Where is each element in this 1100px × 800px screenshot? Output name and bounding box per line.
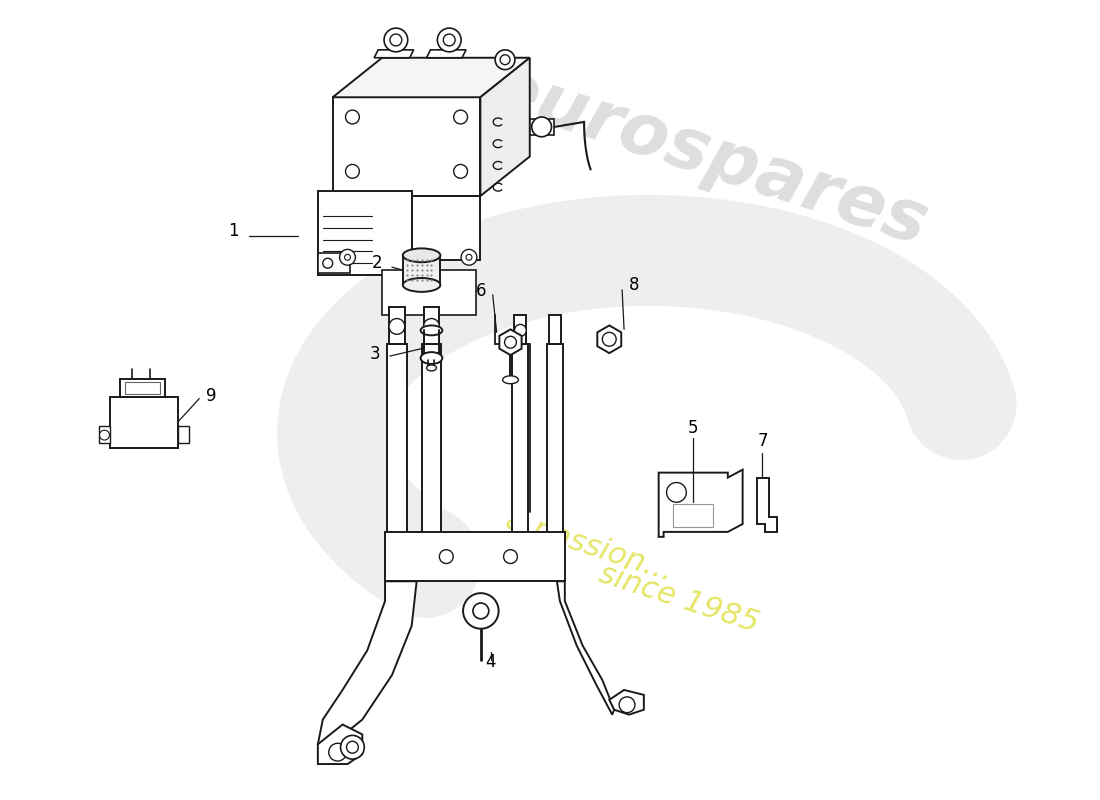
Circle shape: [100, 430, 109, 440]
Circle shape: [531, 117, 551, 137]
Text: 4: 4: [485, 654, 496, 671]
Circle shape: [329, 743, 346, 761]
Ellipse shape: [427, 365, 437, 371]
Polygon shape: [318, 725, 362, 764]
Circle shape: [495, 50, 515, 70]
Polygon shape: [609, 690, 644, 714]
Circle shape: [473, 603, 488, 619]
Text: eurospares: eurospares: [481, 54, 936, 261]
Polygon shape: [177, 426, 189, 443]
Text: 7: 7: [757, 432, 768, 450]
Circle shape: [341, 735, 364, 759]
Polygon shape: [385, 532, 564, 582]
Circle shape: [346, 742, 359, 753]
Circle shape: [463, 593, 498, 629]
Text: a passion...: a passion...: [503, 506, 676, 587]
Circle shape: [438, 28, 461, 52]
Circle shape: [322, 258, 332, 268]
Polygon shape: [318, 254, 351, 273]
Polygon shape: [424, 306, 439, 344]
Polygon shape: [318, 191, 411, 275]
Polygon shape: [318, 582, 417, 750]
Circle shape: [619, 697, 635, 713]
Text: 1: 1: [229, 222, 239, 240]
Polygon shape: [387, 344, 407, 562]
Circle shape: [345, 165, 360, 178]
Polygon shape: [125, 382, 160, 394]
Circle shape: [453, 165, 468, 178]
Circle shape: [390, 34, 402, 46]
Text: 3: 3: [370, 345, 381, 363]
Circle shape: [453, 110, 468, 124]
Ellipse shape: [403, 248, 440, 262]
Circle shape: [443, 34, 455, 46]
Circle shape: [500, 54, 510, 65]
Ellipse shape: [503, 376, 518, 384]
Polygon shape: [547, 344, 563, 571]
Polygon shape: [530, 119, 554, 134]
Circle shape: [504, 550, 517, 563]
Ellipse shape: [420, 352, 442, 364]
Polygon shape: [659, 470, 742, 537]
Text: 8: 8: [629, 276, 639, 294]
Polygon shape: [515, 314, 526, 344]
Circle shape: [667, 482, 686, 502]
Circle shape: [345, 110, 360, 124]
Polygon shape: [421, 344, 441, 562]
Polygon shape: [427, 50, 466, 58]
Circle shape: [466, 254, 472, 260]
Polygon shape: [389, 306, 405, 344]
Polygon shape: [758, 478, 778, 532]
Polygon shape: [597, 326, 622, 353]
Text: 2: 2: [372, 254, 383, 272]
Circle shape: [340, 250, 355, 265]
Polygon shape: [513, 344, 528, 571]
Polygon shape: [382, 270, 476, 314]
Text: 9: 9: [206, 386, 217, 405]
Text: since 1985: since 1985: [595, 560, 762, 638]
Text: 6: 6: [475, 282, 486, 300]
Polygon shape: [332, 58, 530, 98]
Text: 5: 5: [688, 419, 698, 437]
Circle shape: [384, 28, 408, 52]
Circle shape: [344, 254, 351, 260]
Circle shape: [515, 325, 526, 336]
Bar: [403, 255, 440, 285]
Polygon shape: [499, 330, 521, 355]
Ellipse shape: [420, 326, 442, 335]
Circle shape: [424, 318, 439, 334]
Polygon shape: [332, 98, 481, 196]
Polygon shape: [110, 397, 177, 448]
Circle shape: [505, 336, 516, 348]
Polygon shape: [411, 196, 481, 260]
Circle shape: [439, 550, 453, 563]
Polygon shape: [673, 504, 713, 527]
Polygon shape: [99, 426, 110, 443]
Polygon shape: [549, 314, 561, 344]
Polygon shape: [481, 58, 530, 196]
Polygon shape: [557, 582, 614, 714]
Circle shape: [389, 318, 405, 334]
Polygon shape: [120, 378, 165, 397]
Circle shape: [603, 332, 616, 346]
Ellipse shape: [403, 278, 440, 292]
Circle shape: [461, 250, 477, 265]
Polygon shape: [374, 50, 414, 58]
